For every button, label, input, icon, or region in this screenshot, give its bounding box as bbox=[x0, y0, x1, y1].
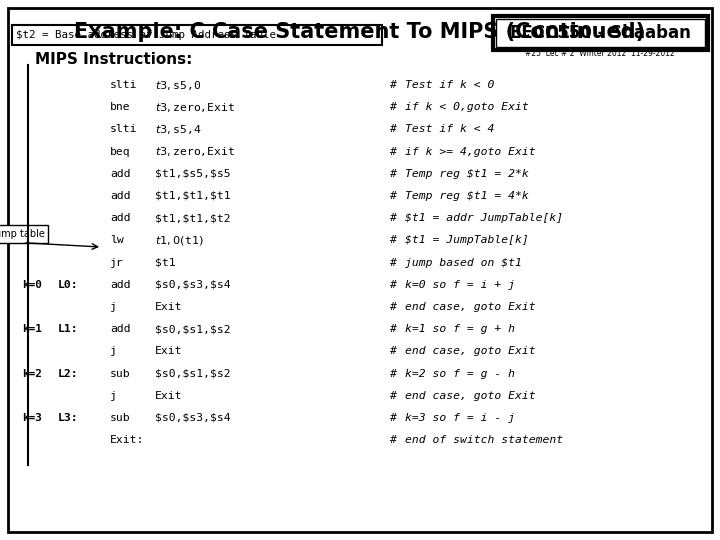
Text: $t1 = JumpTable[k]: $t1 = JumpTable[k] bbox=[405, 235, 528, 245]
Text: add: add bbox=[110, 280, 130, 290]
Text: #: # bbox=[390, 80, 397, 90]
Text: #: # bbox=[390, 169, 397, 179]
Text: bne: bne bbox=[110, 102, 130, 112]
Text: k=0: k=0 bbox=[22, 280, 42, 290]
Text: k=0 so f = i + j: k=0 so f = i + j bbox=[405, 280, 515, 290]
Text: $t3,$zero,Exit: $t3,$zero,Exit bbox=[155, 145, 235, 158]
Text: L0:: L0: bbox=[58, 280, 78, 290]
Text: add: add bbox=[110, 169, 130, 179]
Text: L3:: L3: bbox=[58, 413, 78, 423]
Text: Exit: Exit bbox=[155, 391, 182, 401]
Text: add: add bbox=[110, 191, 130, 201]
Text: Temp reg $t1 = 2*k: Temp reg $t1 = 2*k bbox=[405, 169, 528, 179]
Text: #: # bbox=[390, 191, 397, 201]
Text: Test if k < 0: Test if k < 0 bbox=[405, 80, 495, 90]
Text: EECC550 - Shaaban: EECC550 - Shaaban bbox=[510, 24, 690, 42]
Text: #: # bbox=[390, 302, 397, 312]
Text: Exit: Exit bbox=[155, 346, 182, 356]
Text: $t3,$zero,Exit: $t3,$zero,Exit bbox=[155, 100, 235, 114]
Text: #: # bbox=[390, 235, 397, 245]
Text: jump based on $t1: jump based on $t1 bbox=[405, 258, 522, 268]
Text: $t1,$t1,$t2: $t1,$t1,$t2 bbox=[155, 213, 230, 223]
Text: if k < 0,goto Exit: if k < 0,goto Exit bbox=[405, 102, 528, 112]
Text: k=2: k=2 bbox=[22, 369, 42, 379]
Text: L1:: L1: bbox=[58, 324, 78, 334]
Text: #: # bbox=[390, 369, 397, 379]
Text: #: # bbox=[390, 213, 397, 223]
Text: #: # bbox=[390, 346, 397, 356]
Text: #: # bbox=[390, 280, 397, 290]
Text: Exit: Exit bbox=[155, 302, 182, 312]
Text: $s0,$s1,$s2: $s0,$s1,$s2 bbox=[155, 324, 230, 334]
Text: $s0,$s1,$s2: $s0,$s1,$s2 bbox=[155, 369, 230, 379]
Text: #: # bbox=[390, 102, 397, 112]
Bar bbox=[493, 16, 708, 50]
Text: add: add bbox=[110, 324, 130, 334]
Text: $t3,$s5,4: $t3,$s5,4 bbox=[155, 123, 202, 136]
Text: end case, goto Exit: end case, goto Exit bbox=[405, 391, 536, 401]
Text: sub: sub bbox=[110, 413, 130, 423]
Text: MIPS Instructions:: MIPS Instructions: bbox=[35, 52, 192, 68]
Text: #: # bbox=[390, 146, 397, 157]
Text: $t1,0($t1): $t1,0($t1) bbox=[155, 234, 204, 247]
Text: #: # bbox=[390, 258, 397, 268]
Text: Test if k < 4: Test if k < 4 bbox=[405, 124, 495, 134]
Text: $t1,$s5,$s5: $t1,$s5,$s5 bbox=[155, 169, 230, 179]
Text: #25  Lec # 2  Winter 2012  11-29-2012: #25 Lec # 2 Winter 2012 11-29-2012 bbox=[525, 50, 675, 58]
Bar bbox=[0, 225, 48, 243]
Bar bbox=[12, 25, 382, 45]
Text: Temp reg $t1 = 4*k: Temp reg $t1 = 4*k bbox=[405, 191, 528, 201]
Bar bbox=[496, 19, 705, 47]
Text: k=1: k=1 bbox=[22, 324, 42, 334]
Text: $t1: $t1 bbox=[155, 258, 176, 268]
Text: slti: slti bbox=[110, 124, 138, 134]
Text: sub: sub bbox=[110, 369, 130, 379]
Text: end case, goto Exit: end case, goto Exit bbox=[405, 302, 536, 312]
Text: Jump table: Jump table bbox=[0, 229, 45, 239]
Text: $t3,$s5,0: $t3,$s5,0 bbox=[155, 78, 201, 91]
Text: #: # bbox=[390, 391, 397, 401]
Text: #: # bbox=[390, 435, 397, 445]
Text: $t1 = addr JumpTable[k]: $t1 = addr JumpTable[k] bbox=[405, 213, 563, 223]
Text: Example: C Case Statement To MIPS (Continued): Example: C Case Statement To MIPS (Conti… bbox=[74, 22, 646, 42]
Text: beq: beq bbox=[110, 146, 130, 157]
Text: j: j bbox=[110, 391, 117, 401]
Text: end of switch statement: end of switch statement bbox=[405, 435, 563, 445]
Text: jr: jr bbox=[110, 258, 124, 268]
Text: $t2 = Base address of Jump Address Table: $t2 = Base address of Jump Address Table bbox=[16, 30, 276, 40]
Text: k=1 so f = g + h: k=1 so f = g + h bbox=[405, 324, 515, 334]
Text: $s0,$s3,$s4: $s0,$s3,$s4 bbox=[155, 280, 230, 290]
Text: #: # bbox=[390, 413, 397, 423]
Text: k=3: k=3 bbox=[22, 413, 42, 423]
Text: k=3 so f = i - j: k=3 so f = i - j bbox=[405, 413, 515, 423]
Text: end case, goto Exit: end case, goto Exit bbox=[405, 346, 536, 356]
Text: #: # bbox=[390, 324, 397, 334]
Text: lw: lw bbox=[110, 235, 124, 245]
Text: $t1,$t1,$t1: $t1,$t1,$t1 bbox=[155, 191, 230, 201]
Text: slti: slti bbox=[110, 80, 138, 90]
Text: $s0,$s3,$s4: $s0,$s3,$s4 bbox=[155, 413, 230, 423]
Text: if k >= 4,goto Exit: if k >= 4,goto Exit bbox=[405, 146, 536, 157]
Text: j: j bbox=[110, 302, 117, 312]
Text: j: j bbox=[110, 346, 117, 356]
Text: k=2 so f = g - h: k=2 so f = g - h bbox=[405, 369, 515, 379]
Text: #: # bbox=[390, 124, 397, 134]
Text: Exit:: Exit: bbox=[110, 435, 145, 445]
Text: add: add bbox=[110, 213, 130, 223]
Text: L2:: L2: bbox=[58, 369, 78, 379]
